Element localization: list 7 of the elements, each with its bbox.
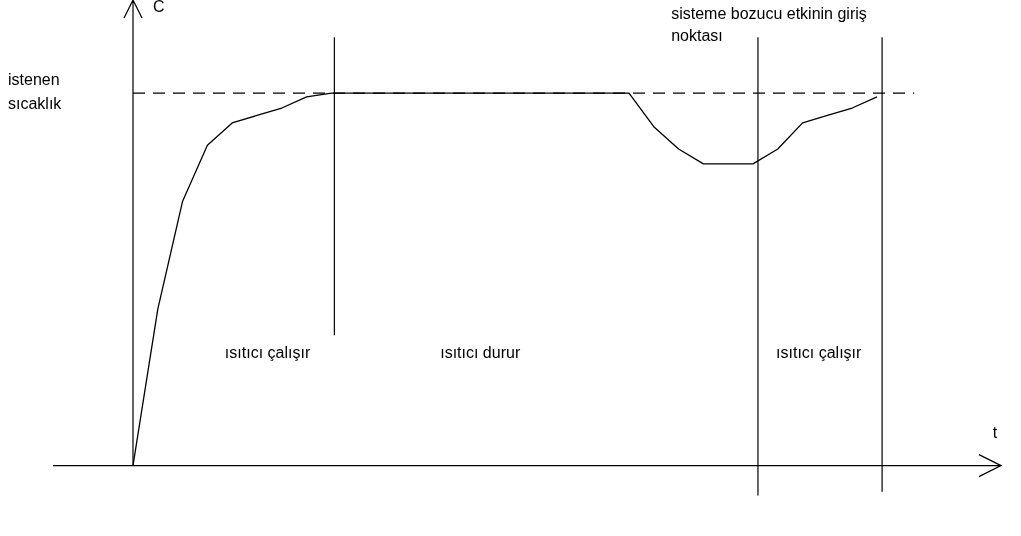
y-axis-title: C (153, 0, 165, 15)
annotation: ısıtıcı durur (440, 343, 521, 361)
text: sisteme bozucu etkinin giriş noktası (671, 4, 867, 44)
x-axis-title: t (992, 423, 998, 441)
annotation: ısıtıcı çalışır (224, 343, 311, 361)
ref-line-label: istenen sıcaklık (8, 71, 63, 113)
annotation: ısıtıcı çalışır (776, 343, 863, 361)
